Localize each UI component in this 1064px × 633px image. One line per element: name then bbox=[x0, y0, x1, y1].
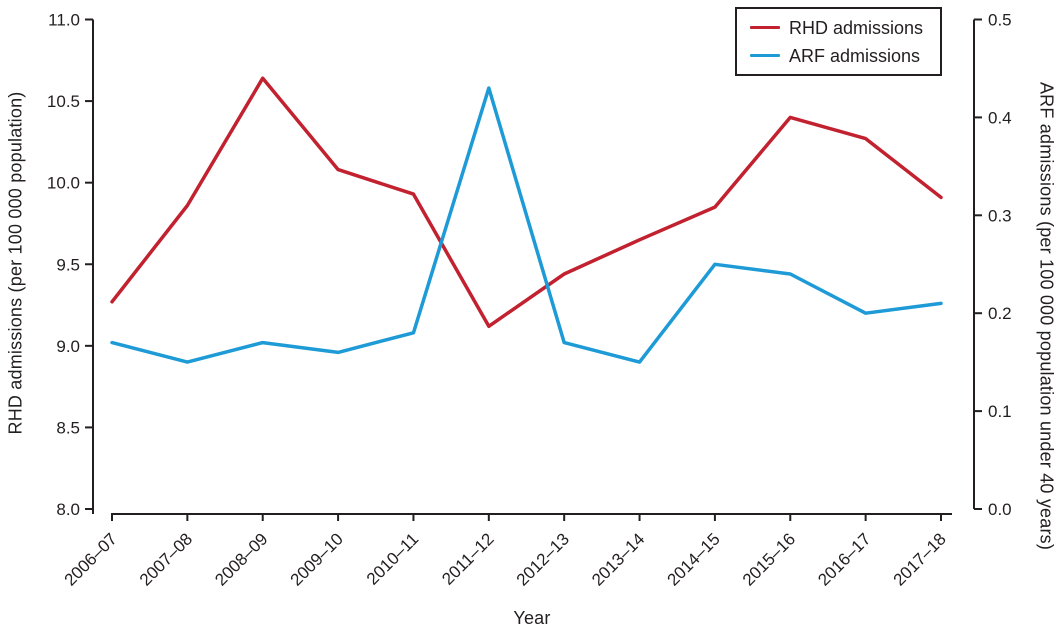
rhd-admissions-line bbox=[110, 76, 943, 329]
right-axis-tick-label: 0.5 bbox=[988, 11, 1012, 30]
right-axis-tick-label: 0.0 bbox=[988, 500, 1012, 519]
legend-item-rhd: RHD admissions bbox=[750, 19, 940, 37]
left-axis-tick-label: 10.5 bbox=[47, 92, 80, 111]
arf-line-swatch-icon bbox=[750, 54, 780, 57]
right-axis-tick-label: 0.2 bbox=[988, 304, 1012, 323]
x-axis-title: Year bbox=[513, 608, 551, 628]
x-axis-tick-label: 2015–16 bbox=[739, 529, 799, 589]
rhd-line-swatch-icon bbox=[750, 26, 780, 29]
right-axis-tick-label: 0.4 bbox=[988, 108, 1012, 127]
x-axis-tick-label: 2011–12 bbox=[438, 529, 497, 588]
left-axis-tick-label: 10.0 bbox=[47, 174, 80, 193]
x-axis-tick-label: 2014–15 bbox=[664, 529, 724, 589]
legend-label-arf: ARF admissions bbox=[789, 45, 921, 66]
x-axis-tick-label: 2006–07 bbox=[61, 529, 121, 589]
left-axis-tick-label: 9.0 bbox=[56, 337, 80, 356]
legend-label-rhd: RHD admissions bbox=[789, 17, 924, 38]
x-axis-tick-label: 2013–14 bbox=[588, 529, 648, 589]
right-axis-title: ARF admissions (per 100 000 population u… bbox=[1036, 81, 1057, 551]
x-axis-tick-label: 2009–10 bbox=[287, 529, 347, 589]
legend: RHD admissions ARF admissions bbox=[735, 7, 942, 76]
legend-item-arf: ARF admissions bbox=[750, 47, 940, 65]
x-axis-tick-label: 2008–09 bbox=[211, 529, 271, 589]
left-axis-tick-label: 8.0 bbox=[56, 500, 80, 519]
x-axis-tick-label: 2010–11 bbox=[363, 529, 422, 588]
arf-admissions-line bbox=[110, 86, 943, 364]
x-axis-tick-label: 2017–18 bbox=[890, 529, 950, 589]
left-axis-title: RHD admissions (per 100 000 population) bbox=[5, 91, 26, 435]
right-axis-tick-label: 0.1 bbox=[988, 402, 1012, 421]
left-axis-tick-label: 11.0 bbox=[48, 11, 80, 30]
right-axis-tick-label: 0.3 bbox=[988, 206, 1012, 225]
x-axis-tick-label: 2016–17 bbox=[814, 529, 874, 589]
x-axis-tick-label: 2012–13 bbox=[513, 529, 573, 589]
left-axis-tick-label: 8.5 bbox=[56, 418, 80, 437]
left-axis-tick-label: 9.5 bbox=[56, 255, 80, 274]
x-axis-tick-label: 2007–08 bbox=[136, 529, 196, 589]
